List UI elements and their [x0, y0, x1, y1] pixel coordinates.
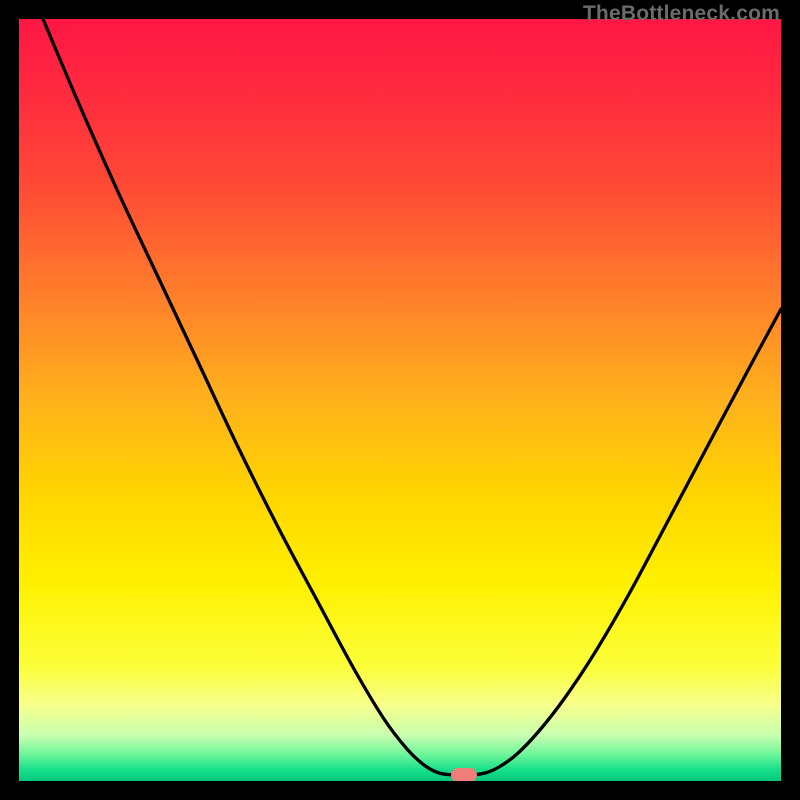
bottleneck-curve: [19, 19, 781, 781]
optimal-marker: [451, 768, 477, 781]
plot-area: [19, 19, 781, 781]
watermark-text: TheBottleneck.com: [583, 2, 780, 26]
chart-frame: { "watermark": { "text": "TheBottleneck.…: [0, 0, 800, 800]
